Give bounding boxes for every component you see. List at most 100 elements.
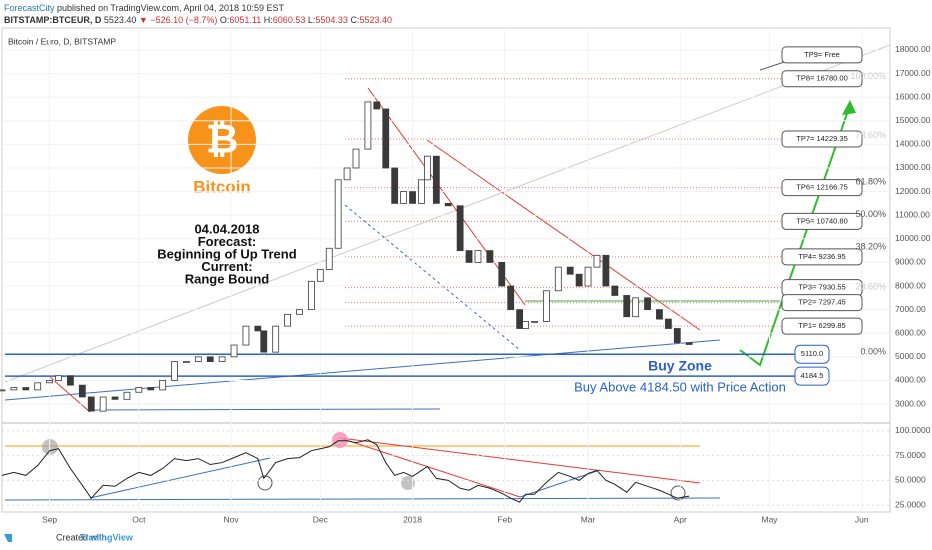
candle bbox=[432, 155, 440, 204]
footer-brand[interactable]: TradingView bbox=[80, 532, 134, 542]
target-box bbox=[781, 179, 863, 197]
candle bbox=[111, 396, 119, 400]
h-label: H: bbox=[263, 15, 273, 25]
buy-label: 5110.0 bbox=[801, 349, 823, 358]
y-tick-label: 4000.00 bbox=[895, 375, 926, 385]
candle bbox=[99, 396, 107, 412]
buy-label: 4184.5 bbox=[801, 371, 824, 380]
trend-line bbox=[426, 139, 701, 331]
candle bbox=[296, 309, 303, 315]
target-label: TP9= Free bbox=[804, 50, 840, 59]
candle bbox=[664, 318, 672, 329]
candle bbox=[10, 387, 18, 391]
buy-zone: Buy Zone bbox=[648, 358, 712, 374]
pane-title: Bitcoin / Euro, D, BITSTAMP bbox=[8, 36, 116, 46]
author[interactable]: ForecastCity bbox=[4, 3, 55, 13]
target-box bbox=[781, 294, 863, 312]
low: 5504.33 bbox=[315, 15, 348, 25]
candle bbox=[194, 356, 202, 362]
candle bbox=[444, 202, 452, 207]
y-tick-label: 7000.00 bbox=[895, 304, 926, 314]
x-tick-label: Oct bbox=[132, 514, 146, 524]
target-label: TP3= 7930.55 bbox=[798, 283, 845, 292]
candle bbox=[593, 254, 601, 268]
rsi-line bbox=[1, 439, 690, 503]
candle bbox=[218, 356, 226, 362]
candle bbox=[382, 108, 390, 169]
x-tick-label: 2018 bbox=[403, 514, 422, 524]
candle bbox=[611, 285, 619, 296]
candle bbox=[566, 266, 574, 275]
candle bbox=[307, 280, 315, 311]
logo-text: Bitcoin bbox=[193, 177, 251, 196]
rsi-marker bbox=[332, 432, 348, 448]
target-label: TP6= 12166.75 bbox=[796, 183, 848, 192]
x-tick-label: Dec bbox=[313, 514, 329, 524]
rsi-marker bbox=[257, 475, 273, 491]
x-tick-label: May bbox=[761, 514, 778, 524]
target-label: TP5= 10740.80 bbox=[796, 216, 848, 225]
c-label: C: bbox=[350, 15, 360, 25]
candle bbox=[498, 262, 506, 287]
candle bbox=[325, 247, 333, 270]
buy-box bbox=[794, 366, 830, 386]
trend-line bbox=[4, 339, 721, 401]
target-box bbox=[781, 317, 863, 335]
candle bbox=[284, 313, 291, 327]
fib-label: 78.60% bbox=[855, 130, 886, 140]
arrow-head bbox=[842, 100, 856, 115]
change: ▼ −526.10 (−8.7%) bbox=[138, 15, 218, 25]
rsi-line bbox=[89, 457, 271, 499]
symbol: BITSTAMP:BTCEUR, D bbox=[4, 15, 102, 25]
y-tick-label: 6000.00 bbox=[895, 327, 926, 337]
header: ForecastCity published on TradingView.co… bbox=[4, 2, 392, 26]
candle bbox=[123, 391, 131, 400]
y-tick-label: 13000.00 bbox=[895, 162, 931, 172]
fib-label: 38.20% bbox=[855, 241, 886, 251]
rsi-line bbox=[339, 437, 521, 498]
forecast-text: Beginning of Up Trend bbox=[157, 246, 296, 261]
target-label: TP8= 16780.00 bbox=[796, 74, 848, 83]
y-tick-label: 5000.00 bbox=[895, 351, 926, 361]
trend-line bbox=[49, 376, 91, 413]
candle bbox=[554, 266, 562, 292]
logo-symbol: ₿ bbox=[206, 118, 239, 162]
channel-line bbox=[4, 44, 891, 383]
o-label: O: bbox=[219, 15, 230, 25]
buy-note: Buy Above 4184.50 with Price Action bbox=[574, 379, 786, 394]
y-tick-label: 14000.00 bbox=[895, 139, 931, 149]
target-box bbox=[781, 212, 863, 230]
candle bbox=[543, 290, 550, 322]
target-label: TP4= 9236.95 bbox=[798, 252, 845, 261]
candle bbox=[486, 250, 494, 263]
candle bbox=[183, 361, 190, 363]
footer-created: Created with bbox=[56, 532, 107, 542]
candle bbox=[343, 167, 351, 181]
forecast-text: 04.04.2018 bbox=[194, 221, 259, 236]
fib-label: 61.80% bbox=[855, 176, 886, 186]
candle bbox=[34, 382, 42, 391]
candle bbox=[135, 387, 143, 393]
candle bbox=[206, 356, 214, 362]
candle bbox=[516, 309, 524, 329]
y-tick-label: 12000.00 bbox=[895, 186, 931, 196]
candle bbox=[0, 389, 6, 392]
y-tick-label: 3000.00 bbox=[895, 398, 926, 408]
y-tick-label: 50.0000 bbox=[895, 475, 926, 485]
trend-line bbox=[89, 408, 441, 411]
trend-line bbox=[344, 204, 521, 351]
y-tick-label: 18000.00 bbox=[895, 44, 931, 54]
frame bbox=[1, 27, 891, 513]
candle bbox=[644, 297, 651, 311]
candle bbox=[334, 179, 342, 249]
target-box bbox=[781, 130, 863, 148]
target-label: TP7= 14229.35 bbox=[796, 134, 848, 143]
x-tick-label: Jun bbox=[855, 514, 869, 524]
candle bbox=[673, 328, 681, 344]
candle bbox=[242, 325, 250, 346]
candle bbox=[602, 254, 610, 287]
candle bbox=[67, 375, 74, 386]
last: 5523.40 bbox=[103, 15, 137, 25]
